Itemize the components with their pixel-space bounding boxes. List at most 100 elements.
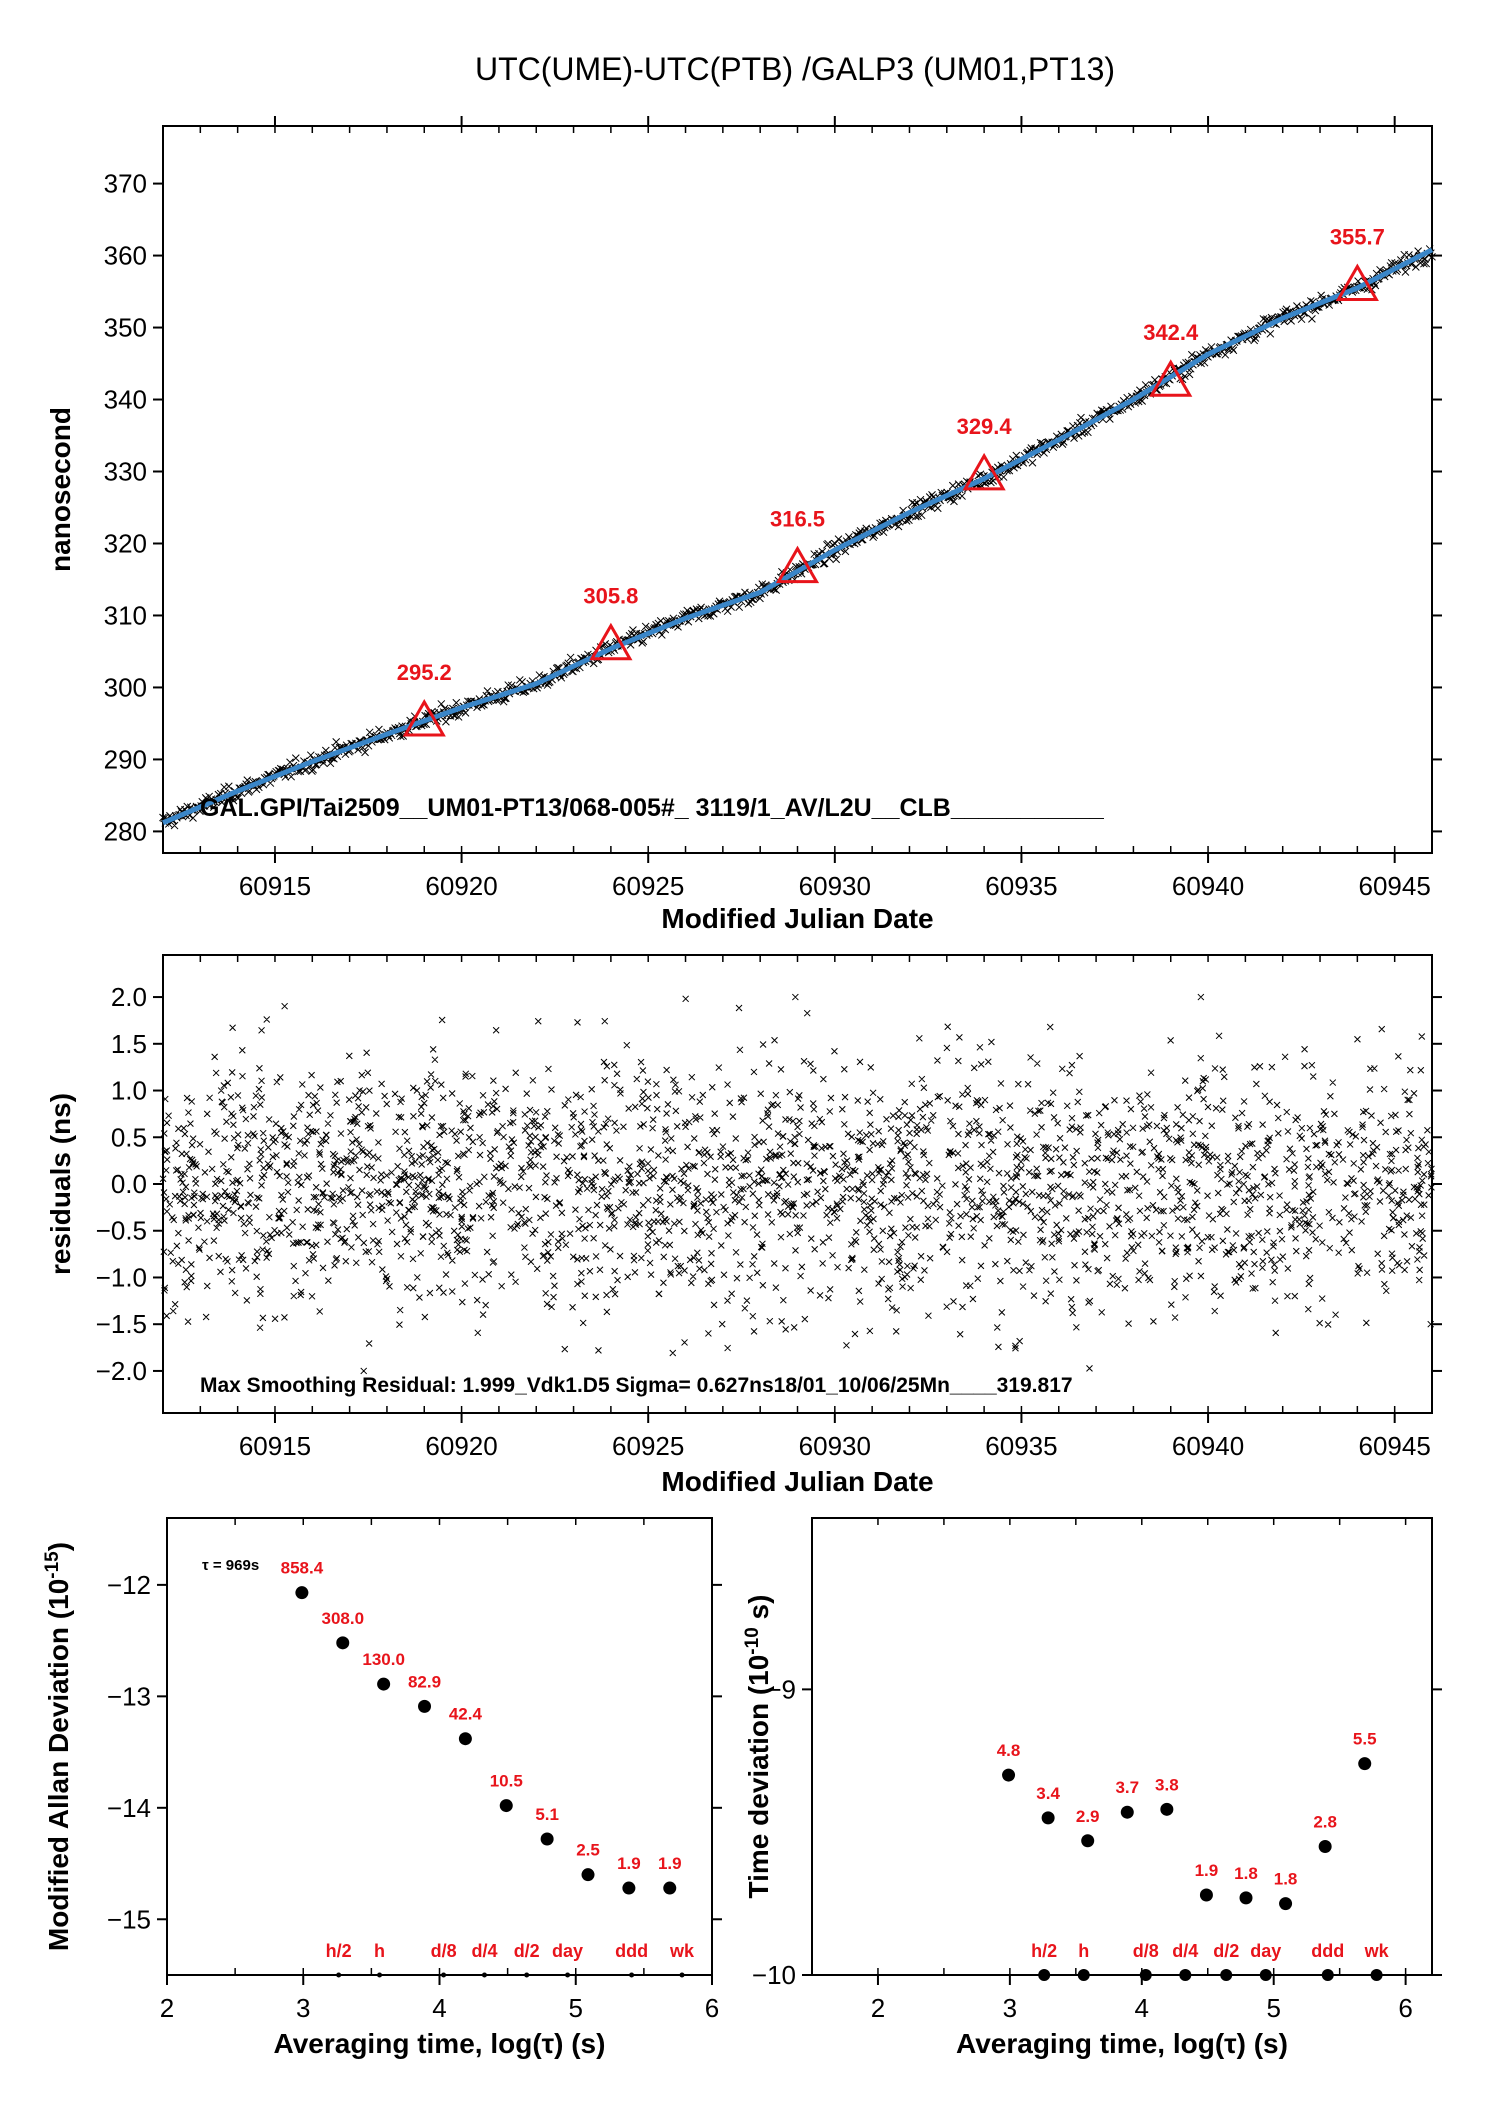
deviation-label: 3.8 (1155, 1775, 1179, 1794)
time-mark-label: d/4 (1172, 1941, 1198, 1961)
deviation-point (1160, 1802, 1174, 1816)
y-tick-label: −10 (752, 1960, 796, 1990)
y-tick-label: 310 (104, 600, 147, 630)
deviation-point (295, 1586, 309, 1600)
marker-triangle (402, 698, 446, 737)
deviation-point (336, 1636, 350, 1650)
y-tick-label: −14 (107, 1793, 151, 1823)
deviation-label: 858.4 (281, 1559, 324, 1578)
allan-deviation-plot: 2 3 4 5 6 −12 −13 −14 −15 Averaging time, log(τ) … (42, 1517, 722, 2059)
time-mark-label: d/4 (471, 1941, 497, 1961)
x-tick-label: 60920 (425, 871, 497, 901)
time-mark-label: h/2 (326, 1941, 352, 1961)
y-tick-label: 360 (104, 241, 147, 271)
deviation-point (499, 1799, 513, 1813)
time-mark (565, 1972, 571, 1978)
x-tick-label: 60920 (425, 1431, 497, 1461)
time-mark-label: d/8 (431, 1941, 457, 1961)
deviation-point (1199, 1888, 1213, 1902)
y-axis-label: nanosecond (45, 407, 76, 572)
deviation-label: 130.0 (362, 1650, 405, 1669)
time-mark (1038, 1969, 1051, 1981)
x-axis-label: Modified Julian Date (661, 903, 933, 934)
x-tick-label: 60940 (1172, 1431, 1244, 1461)
y-tick-label: 330 (104, 457, 147, 487)
deviation-point (418, 1699, 432, 1713)
chart-title: UTC(UME)-UTC(PTB) /GALP3 (UM01,PT13) (475, 51, 1115, 87)
y-tick-label: −12 (107, 1570, 151, 1600)
x-axis-label: Averaging time, log(τ) (s) (274, 2028, 606, 2059)
time-mark-label: day (552, 1941, 583, 1961)
time-mark-label: ddd (615, 1941, 648, 1961)
x-tick-label: 60915 (239, 871, 311, 901)
marker-triangle (1335, 263, 1379, 302)
deviation-point (1279, 1897, 1293, 1911)
data-points (159, 245, 1436, 830)
time-mark (629, 1972, 635, 1978)
deviation-label: 1.8 (1234, 1864, 1258, 1883)
x-tick-label: 6 (705, 1993, 719, 2023)
deviation-label: 4.8 (997, 1741, 1021, 1760)
x-tick-label: 6 (1398, 1993, 1412, 2023)
deviation-label: 3.4 (1036, 1784, 1060, 1803)
x-tick-label: 60925 (612, 1431, 684, 1461)
deviation-point (1120, 1805, 1134, 1819)
x-tick-label: 60930 (799, 871, 871, 901)
deviation-label: 5.5 (1353, 1730, 1377, 1749)
time-mark-label: h (1078, 1941, 1089, 1961)
deviation-label: 2.9 (1076, 1807, 1100, 1826)
time-mark (441, 1972, 447, 1978)
deviation-point (1081, 1834, 1095, 1848)
marker-triangle (775, 545, 820, 584)
deviation-label: 10.5 (490, 1772, 523, 1791)
y-tick-label: 1.0 (111, 1076, 147, 1106)
time-mark (336, 1972, 342, 1978)
deviation-label: 1.9 (617, 1854, 641, 1873)
y-tick-label: −1.0 (96, 1262, 147, 1292)
time-mark (1139, 1969, 1152, 1981)
time-mark-label: d/2 (1213, 1941, 1239, 1961)
time-mark-label: h (374, 1941, 385, 1961)
deviation-label: 42.4 (449, 1705, 483, 1724)
y-axis-label: Time deviation (10-10 s) (742, 1595, 774, 1899)
y-tick-label: −15 (107, 1904, 151, 1934)
marker-label: 355.7 (1330, 225, 1385, 250)
deviation-point (458, 1732, 472, 1746)
marker-triangle (589, 622, 633, 661)
marker-label: 295.2 (397, 660, 452, 685)
y-tick-label: 280 (104, 816, 147, 846)
x-tick-label: 60940 (1172, 871, 1244, 901)
deviation-label: 5.1 (535, 1805, 559, 1824)
x-tick-label: 5 (1266, 1993, 1280, 2023)
y-tick-label: −9 (766, 1674, 796, 1704)
time-mark (1370, 1969, 1383, 1981)
y-tick-label: 0.0 (111, 1169, 147, 1199)
y-tick-label: 300 (104, 672, 147, 702)
x-tick-label: 4 (432, 1993, 446, 2023)
deviation-point (622, 1881, 636, 1895)
marker-label: 329.4 (957, 414, 1013, 439)
deviation-point (540, 1832, 554, 1846)
residuals-plot: 60915 60920 60925 60930 60935 60940 60945 2.0 1.… (45, 954, 1442, 1497)
y-tick-label: 290 (104, 744, 147, 774)
series-annotation: GAL.GPI/Tai2509__UM01-PT13/068-005#_ 311… (200, 794, 1105, 822)
x-tick-label: 60945 (1359, 871, 1431, 901)
y-tick-label: 1.5 (111, 1029, 147, 1059)
time-mark-label: ddd (1311, 1941, 1344, 1961)
residual-points (159, 993, 1435, 1375)
deviation-point (1358, 1757, 1372, 1771)
y-tick-label: 370 (104, 169, 147, 199)
deviation-label: 1.9 (1195, 1861, 1219, 1880)
x-tick-label: 3 (296, 1993, 310, 2023)
x-tick-label: 60925 (612, 871, 684, 901)
time-mark (1179, 1969, 1192, 1981)
deviation-point (1041, 1811, 1055, 1825)
marker-label: 305.8 (583, 584, 638, 609)
y-tick-label: 2.0 (111, 982, 147, 1012)
plot-frame (811, 1517, 1433, 1976)
time-series-plot: 60915 60920 60925 60930 60935 60940 60945 280 29… (45, 116, 1442, 934)
plot-frame (166, 1517, 713, 1976)
x-tick-label: 2 (871, 1993, 885, 2023)
deviation-point (663, 1881, 677, 1895)
